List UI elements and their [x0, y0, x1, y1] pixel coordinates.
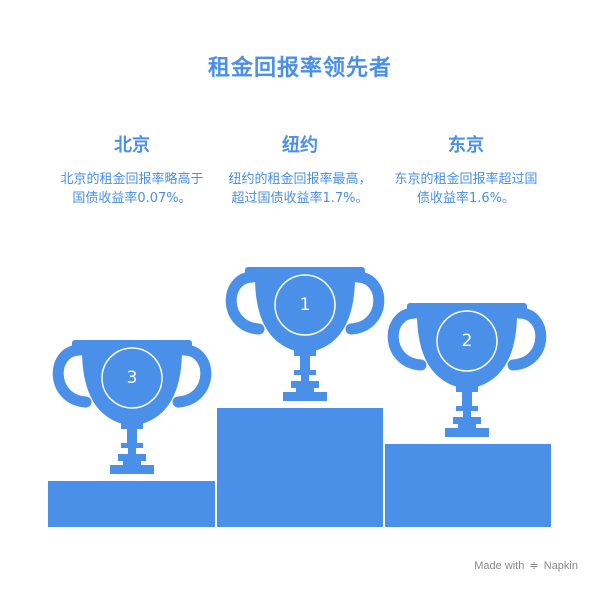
watermark: Made with ≑ Napkin [474, 559, 578, 572]
rank-second-label: 2 [462, 331, 473, 351]
watermark-prefix: Made with [474, 560, 525, 572]
rank-first-label: 1 [300, 295, 311, 315]
city-title-newyork: 纽约 [282, 135, 318, 156]
podium-block-first [217, 408, 383, 527]
page-title: 租金回报率领先者 [207, 56, 392, 81]
city-desc-beijing: 北京的租金回报率略高于国债收益率0.07%。 [60, 172, 204, 206]
watermark-brand: Napkin [543, 560, 578, 572]
rank-third-label: 3 [127, 368, 138, 388]
city-desc-tokyo: 东京的租金回报率超过国债收益率1.6%。 [394, 172, 538, 206]
napkin-logo-icon: ≑ [529, 560, 539, 572]
trophy-second-icon: 2 [393, 303, 541, 437]
podium-block-third [48, 481, 215, 527]
trophy-third-icon: 3 [58, 340, 206, 474]
city-title-tokyo: 东京 [448, 135, 484, 156]
podium-block-second [385, 444, 551, 527]
city-title-beijing: 北京 [114, 135, 150, 156]
trophy-first-icon: 1 [231, 267, 379, 401]
city-desc-newyork: 纽约的租金回报率最高，超过国债收益率1.7%。 [228, 172, 372, 206]
